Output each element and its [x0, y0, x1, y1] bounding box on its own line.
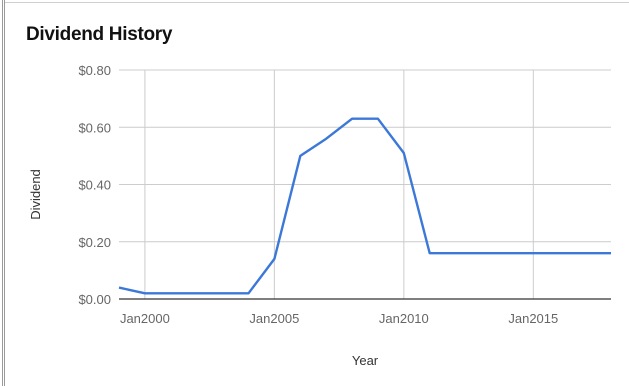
frame-left-border — [2, 0, 5, 386]
x-tick-label: Jan2000 — [120, 311, 170, 326]
series-line-dividend — [118, 117, 611, 295]
y-tick-label: $0.40 — [78, 178, 111, 193]
chart-title: Dividend History — [26, 24, 173, 45]
frame-top-border — [5, 2, 629, 3]
y-tick-label: $0.80 — [78, 63, 111, 78]
x-axis-title: Year — [352, 353, 379, 368]
y-axis-title: Dividend — [28, 169, 43, 220]
x-tick-label: Jan2010 — [379, 311, 429, 326]
y-tick-label: $0.00 — [78, 292, 111, 307]
x-tick-label: Jan2015 — [508, 311, 558, 326]
y-tick-label: $0.20 — [78, 235, 111, 250]
y-tick-label: $0.60 — [78, 120, 111, 135]
x-tick-label: Jan2005 — [249, 311, 299, 326]
